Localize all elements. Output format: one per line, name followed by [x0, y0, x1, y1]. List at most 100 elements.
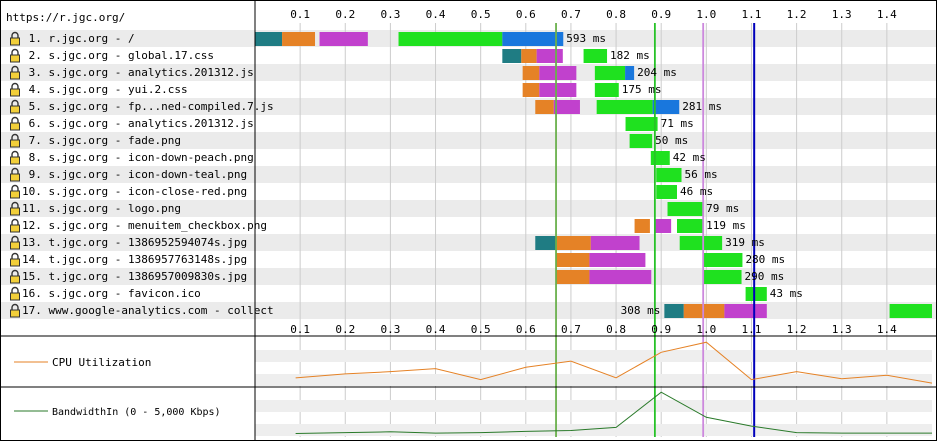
tick-label-top: 1.4	[877, 8, 897, 21]
time-axis-top: 0.1 0.2 0.3 0.4 0.5 0.6 0.7 0.8 0.9 1.0 1.1 1.2 1.3 1…	[290, 8, 897, 21]
lock-icon	[10, 252, 20, 267]
bar-segment-ttfb	[398, 32, 503, 46]
tick-label-bottom: 1.1	[742, 323, 762, 336]
bandwidth-panel-stripe	[255, 400, 932, 412]
bar-segment-ttfb	[745, 287, 767, 301]
request-label[interactable]: 15. t.jgc.org - 1386957009830s.jpg	[22, 270, 247, 283]
request-label[interactable]: 4. s.jgc.org - yui.2.css	[22, 83, 188, 96]
request-label[interactable]: 2. s.jgc.org - global.17.css	[22, 49, 214, 62]
lock-icon	[10, 133, 20, 148]
row-background	[1, 132, 936, 149]
request-label[interactable]: 13. t.jgc.org - 1386952594074s.jpg	[22, 236, 247, 249]
bar-segment-ttfb	[583, 49, 608, 63]
lock-icon	[10, 303, 20, 318]
row-background	[1, 166, 936, 183]
bar-segment-ssl	[655, 219, 672, 233]
tick-label-top: 1.3	[832, 8, 852, 21]
bar-segment-ttfb	[703, 270, 742, 284]
tick-label-bottom: 0.7	[561, 323, 581, 336]
tick-label-top: 0.7	[561, 8, 581, 21]
tick-label-bottom: 0.5	[471, 323, 491, 336]
lock-icon	[10, 269, 20, 284]
bar-segment-ssl	[724, 304, 767, 318]
request-label[interactable]: 9. s.jgc.org - icon-down-teal.png	[22, 168, 247, 181]
request-label[interactable]: 1. r.jgc.org - /	[22, 32, 135, 45]
bar-segment-ssl	[589, 270, 652, 284]
tick-label-bottom: 1.3	[832, 323, 852, 336]
bar-segment-ttfb	[676, 219, 704, 233]
cpu-utilization-line	[295, 341, 933, 384]
bar-segment-connect	[683, 304, 725, 318]
bar-segment-download	[652, 100, 680, 114]
lock-icon	[10, 82, 20, 97]
bar-segment-ttfb	[656, 168, 682, 182]
row-backgrounds	[1, 30, 936, 319]
bar-segment-connect	[282, 32, 316, 46]
lock-icon	[10, 48, 20, 63]
bar-segment-dns	[255, 32, 283, 46]
tick-label-bottom: 1.4	[877, 323, 897, 336]
request-label[interactable]: 16. s.jgc.org - favicon.ico	[22, 287, 201, 300]
request-label[interactable]: 12. s.jgc.org - menuitem_checkbox.png	[22, 219, 267, 232]
tick-label-bottom: 0.8	[606, 323, 626, 336]
tick-label-top: 1.0	[696, 8, 716, 21]
lock-icon	[10, 201, 20, 216]
request-duration-label: 175 ms	[622, 83, 662, 96]
request-duration-label: 71 ms	[661, 117, 694, 130]
bar-segment-connect	[522, 83, 540, 97]
request-label[interactable]: 11. s.jgc.org - logo.png	[22, 202, 181, 215]
tick-label-top: 0.2	[335, 8, 355, 21]
bar-segment-ssl	[539, 66, 577, 80]
request-label[interactable]: 10. s.jgc.org - icon-close-red.png	[22, 185, 247, 198]
lock-icon	[10, 116, 20, 131]
tick-label-top: 0.1	[290, 8, 310, 21]
request-duration-label: 56 ms	[685, 168, 718, 181]
lock-icon	[10, 167, 20, 182]
request-duration-label: 308 ms	[621, 304, 661, 317]
request-labels: 593 ms 1. r.jgc.org - / 182 ms 2. s.jgc.o…	[10, 31, 803, 318]
request-label[interactable]: 8. s.jgc.org - icon-down-peach.png	[22, 151, 254, 164]
bar-segment-dns	[502, 49, 522, 63]
lock-icon	[10, 65, 20, 80]
bar-segment-ttfb	[596, 100, 653, 114]
bandwidth-in-line	[295, 391, 932, 435]
lock-icon	[10, 99, 20, 114]
bandwidth-panel-stripe	[255, 424, 932, 436]
bar-segment-ssl	[590, 236, 640, 250]
bar-segment-ttfb	[679, 236, 723, 250]
request-label[interactable]: 17. www.google-analytics.com - collect	[22, 304, 274, 317]
bar-segment-ssl	[539, 83, 577, 97]
bar-segment-connect	[556, 236, 591, 250]
bar-segment-connect	[535, 100, 554, 114]
bar-segment-ssl	[589, 253, 646, 267]
row-background	[1, 268, 936, 285]
request-label[interactable]: 6. s.jgc.org - analytics.201312.js	[22, 117, 254, 130]
bar-segment-dns	[535, 236, 557, 250]
request-bars	[255, 32, 932, 318]
tick-label-top: 1.1	[742, 8, 762, 21]
cpu-panel-stripe	[255, 350, 932, 362]
request-label[interactable]: 3. s.jgc.org - analytics.201312.js	[22, 66, 254, 79]
bar-segment-ssl	[319, 32, 368, 46]
tick-label-top: 0.3	[380, 8, 400, 21]
request-duration-label: 290 ms	[745, 270, 785, 283]
bar-segment-connect	[521, 49, 537, 63]
request-duration-label: 46 ms	[680, 185, 713, 198]
time-axis-bottom: 0.1 0.2 0.3 0.4 0.5 0.6 0.7 0.8 0.9 1.0 1.1 1.2 1.3 1…	[290, 323, 897, 336]
event-markers	[555, 23, 756, 437]
bar-segment-ttfb	[656, 185, 677, 199]
bar-segment-ttfb	[594, 83, 619, 97]
cpu-panel-stripe	[255, 374, 932, 386]
bar-segment-ttfb	[667, 202, 704, 216]
bar-segment-dns	[664, 304, 684, 318]
request-label[interactable]: 5. s.jgc.org - fp...ned-compiled.7.js	[22, 100, 274, 113]
lock-icon	[10, 235, 20, 250]
bar-segment-ssl	[536, 49, 563, 63]
performance-graphs	[14, 341, 933, 435]
request-label[interactable]: 7. s.jgc.org - fade.png	[22, 134, 181, 147]
tick-label-top: 0.4	[426, 8, 446, 21]
lock-icon	[10, 184, 20, 199]
request-duration-label: 42 ms	[673, 151, 706, 164]
request-label[interactable]: 14. t.jgc.org - 1386957763148s.jpg	[22, 253, 247, 266]
